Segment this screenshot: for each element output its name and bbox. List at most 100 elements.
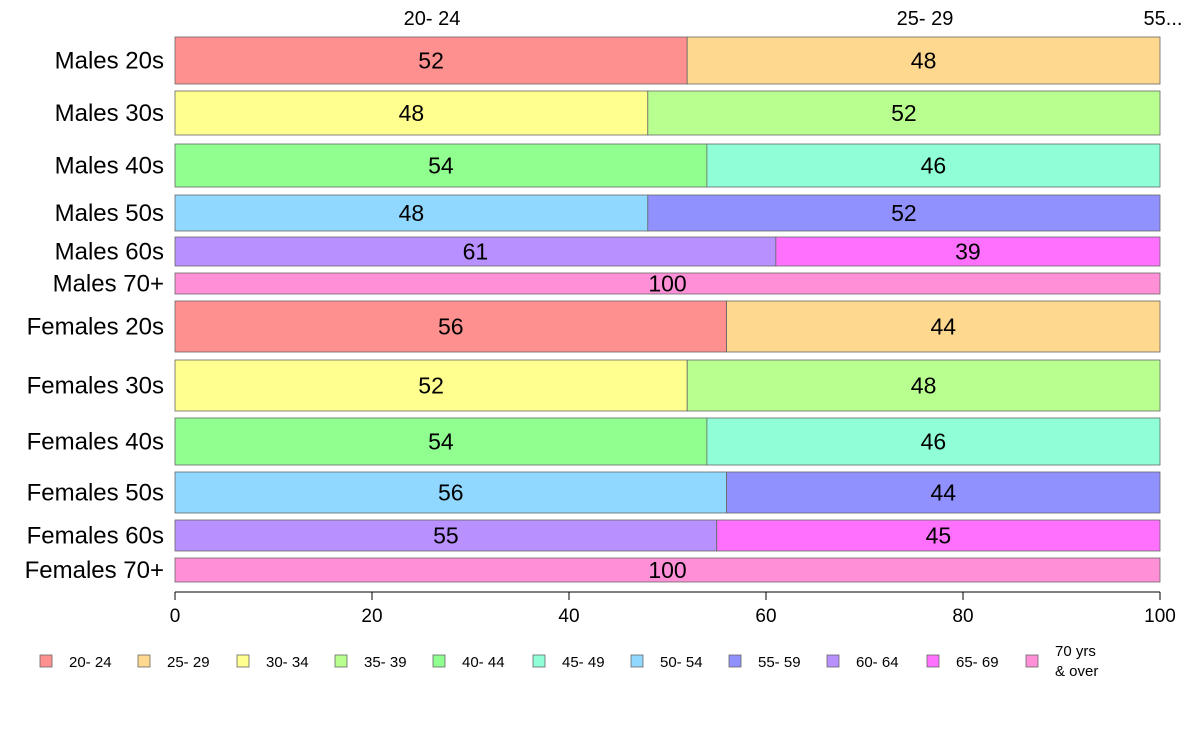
segment-value-label: 52: [891, 200, 917, 226]
bar-row: Females 60s 55 45: [27, 519, 1161, 552]
row-label: Females 40s: [27, 429, 164, 456]
top-label: 20- 24: [404, 8, 461, 30]
legend-item: 60- 64: [826, 654, 899, 671]
bar-segment: [686, 36, 1161, 85]
row-label: Males 70+: [53, 271, 164, 298]
bar-row: Females 40s 54 46: [27, 417, 1161, 466]
top-labels: 20- 24 25- 29 55...: [404, 8, 1183, 30]
segment-value-label: 55: [433, 523, 459, 549]
legend-item: 30- 34: [236, 654, 309, 671]
legend-label: 20- 24: [69, 654, 112, 671]
bar-segment: [174, 557, 1161, 583]
x-tick-label: 0: [170, 606, 181, 627]
x-tick-label: 20: [361, 606, 382, 627]
legend-swatch: [630, 654, 644, 668]
segment-value-label: 54: [428, 153, 454, 179]
segment-value-label: 56: [438, 480, 464, 506]
x-tick-label: 100: [1144, 606, 1176, 627]
bar-segment: [174, 519, 718, 552]
legend-swatch: [1025, 654, 1039, 668]
bar-segment: [647, 90, 1161, 136]
segment-value-label: 100: [648, 557, 686, 583]
x-tick-label: 40: [558, 606, 579, 627]
legend-label: 70 yrs & over: [1055, 643, 1098, 680]
bar-segment: [775, 236, 1161, 267]
bar-row: Males 50s 48 52: [55, 194, 1161, 232]
bar-row: Females 20s 56 44: [27, 300, 1161, 353]
legend-label: 25- 29: [167, 654, 210, 671]
bar-segment: [726, 471, 1161, 514]
legend-item: 45- 49: [532, 654, 605, 671]
segment-value-label: 48: [911, 48, 937, 74]
bar-segment: [686, 359, 1161, 412]
row-label: Males 20s: [55, 48, 164, 75]
row-label: Females 50s: [27, 480, 164, 507]
legend-swatch: [532, 654, 546, 668]
legend-item: 65- 69: [926, 654, 999, 671]
bar-segment: [174, 36, 688, 85]
segment-value-label: 45: [926, 523, 952, 549]
legend-item: 40- 44: [432, 654, 505, 671]
x-axis: 0 20 40 60 80 100: [170, 591, 1176, 627]
segment-value-label: 48: [399, 200, 425, 226]
segment-value-label: 48: [911, 373, 937, 399]
legend-swatch: [432, 654, 446, 668]
bar-segment: [647, 194, 1161, 232]
bar-row: Males 20s 52 48: [55, 36, 1161, 85]
legend-label: 55- 59: [758, 654, 801, 671]
row-label: Females 60s: [27, 523, 164, 550]
legend-label: 40- 44: [462, 654, 505, 671]
legend: 20- 24 25- 29 30- 34 35- 39 40- 44 45- 49 50- …: [39, 643, 1098, 680]
bar-row: Males 40s 54 46: [55, 143, 1161, 188]
segment-value-label: 52: [891, 100, 917, 126]
row-label: Females 20s: [27, 314, 164, 341]
legend-label: 60- 64: [856, 654, 899, 671]
row-label: Males 50s: [55, 200, 164, 227]
bar-segment: [174, 90, 649, 136]
segment-value-label: 52: [418, 373, 444, 399]
segment-value-label: 39: [955, 239, 981, 265]
legend-label: 35- 39: [364, 654, 407, 671]
segment-value-label: 46: [921, 153, 947, 179]
legend-item: 70 yrs & over: [1025, 643, 1098, 680]
x-tick-label: 60: [755, 606, 776, 627]
top-label: 25- 29: [897, 8, 954, 30]
bar-segment: [716, 519, 1161, 552]
segment-value-label: 61: [463, 239, 489, 265]
bar-segment: [726, 300, 1161, 353]
bar-segment: [174, 471, 727, 514]
segment-value-label: 44: [931, 480, 957, 506]
row-label: Females 30s: [27, 373, 164, 400]
x-tick-label: 80: [952, 606, 973, 627]
bar-row: Females 50s 56 44: [27, 471, 1161, 514]
legend-item: 55- 59: [728, 654, 801, 671]
legend-label: 30- 34: [266, 654, 309, 671]
row-label: Females 70+: [25, 557, 164, 584]
legend-item: 35- 39: [334, 654, 407, 671]
bar-row: Males 70+ 100: [53, 271, 1161, 298]
segment-value-label: 54: [428, 429, 454, 455]
bar-segment: [174, 194, 649, 232]
top-label: 55...: [1144, 8, 1183, 30]
bar-row: Males 30s 48 52: [55, 90, 1161, 136]
bar-row: Females 30s 52 48: [27, 359, 1161, 412]
legend-label: 65- 69: [956, 654, 999, 671]
bar-segment: [174, 359, 688, 412]
legend-swatch: [39, 654, 53, 668]
bar-segment: [174, 300, 727, 353]
bar-segment: [174, 143, 708, 188]
legend-swatch: [728, 654, 742, 668]
bar-segment: [174, 272, 1161, 295]
legend-swatch: [826, 654, 840, 668]
bar-segment: [706, 417, 1161, 466]
segment-value-label: 48: [399, 100, 425, 126]
bar-row: Males 60s 61 39: [55, 236, 1161, 267]
legend-swatch: [926, 654, 940, 668]
bar-segment: [706, 143, 1161, 188]
row-label: Males 60s: [55, 239, 164, 266]
legend-swatch: [236, 654, 250, 668]
legend-item: 25- 29: [137, 654, 210, 671]
segment-value-label: 52: [418, 48, 444, 74]
